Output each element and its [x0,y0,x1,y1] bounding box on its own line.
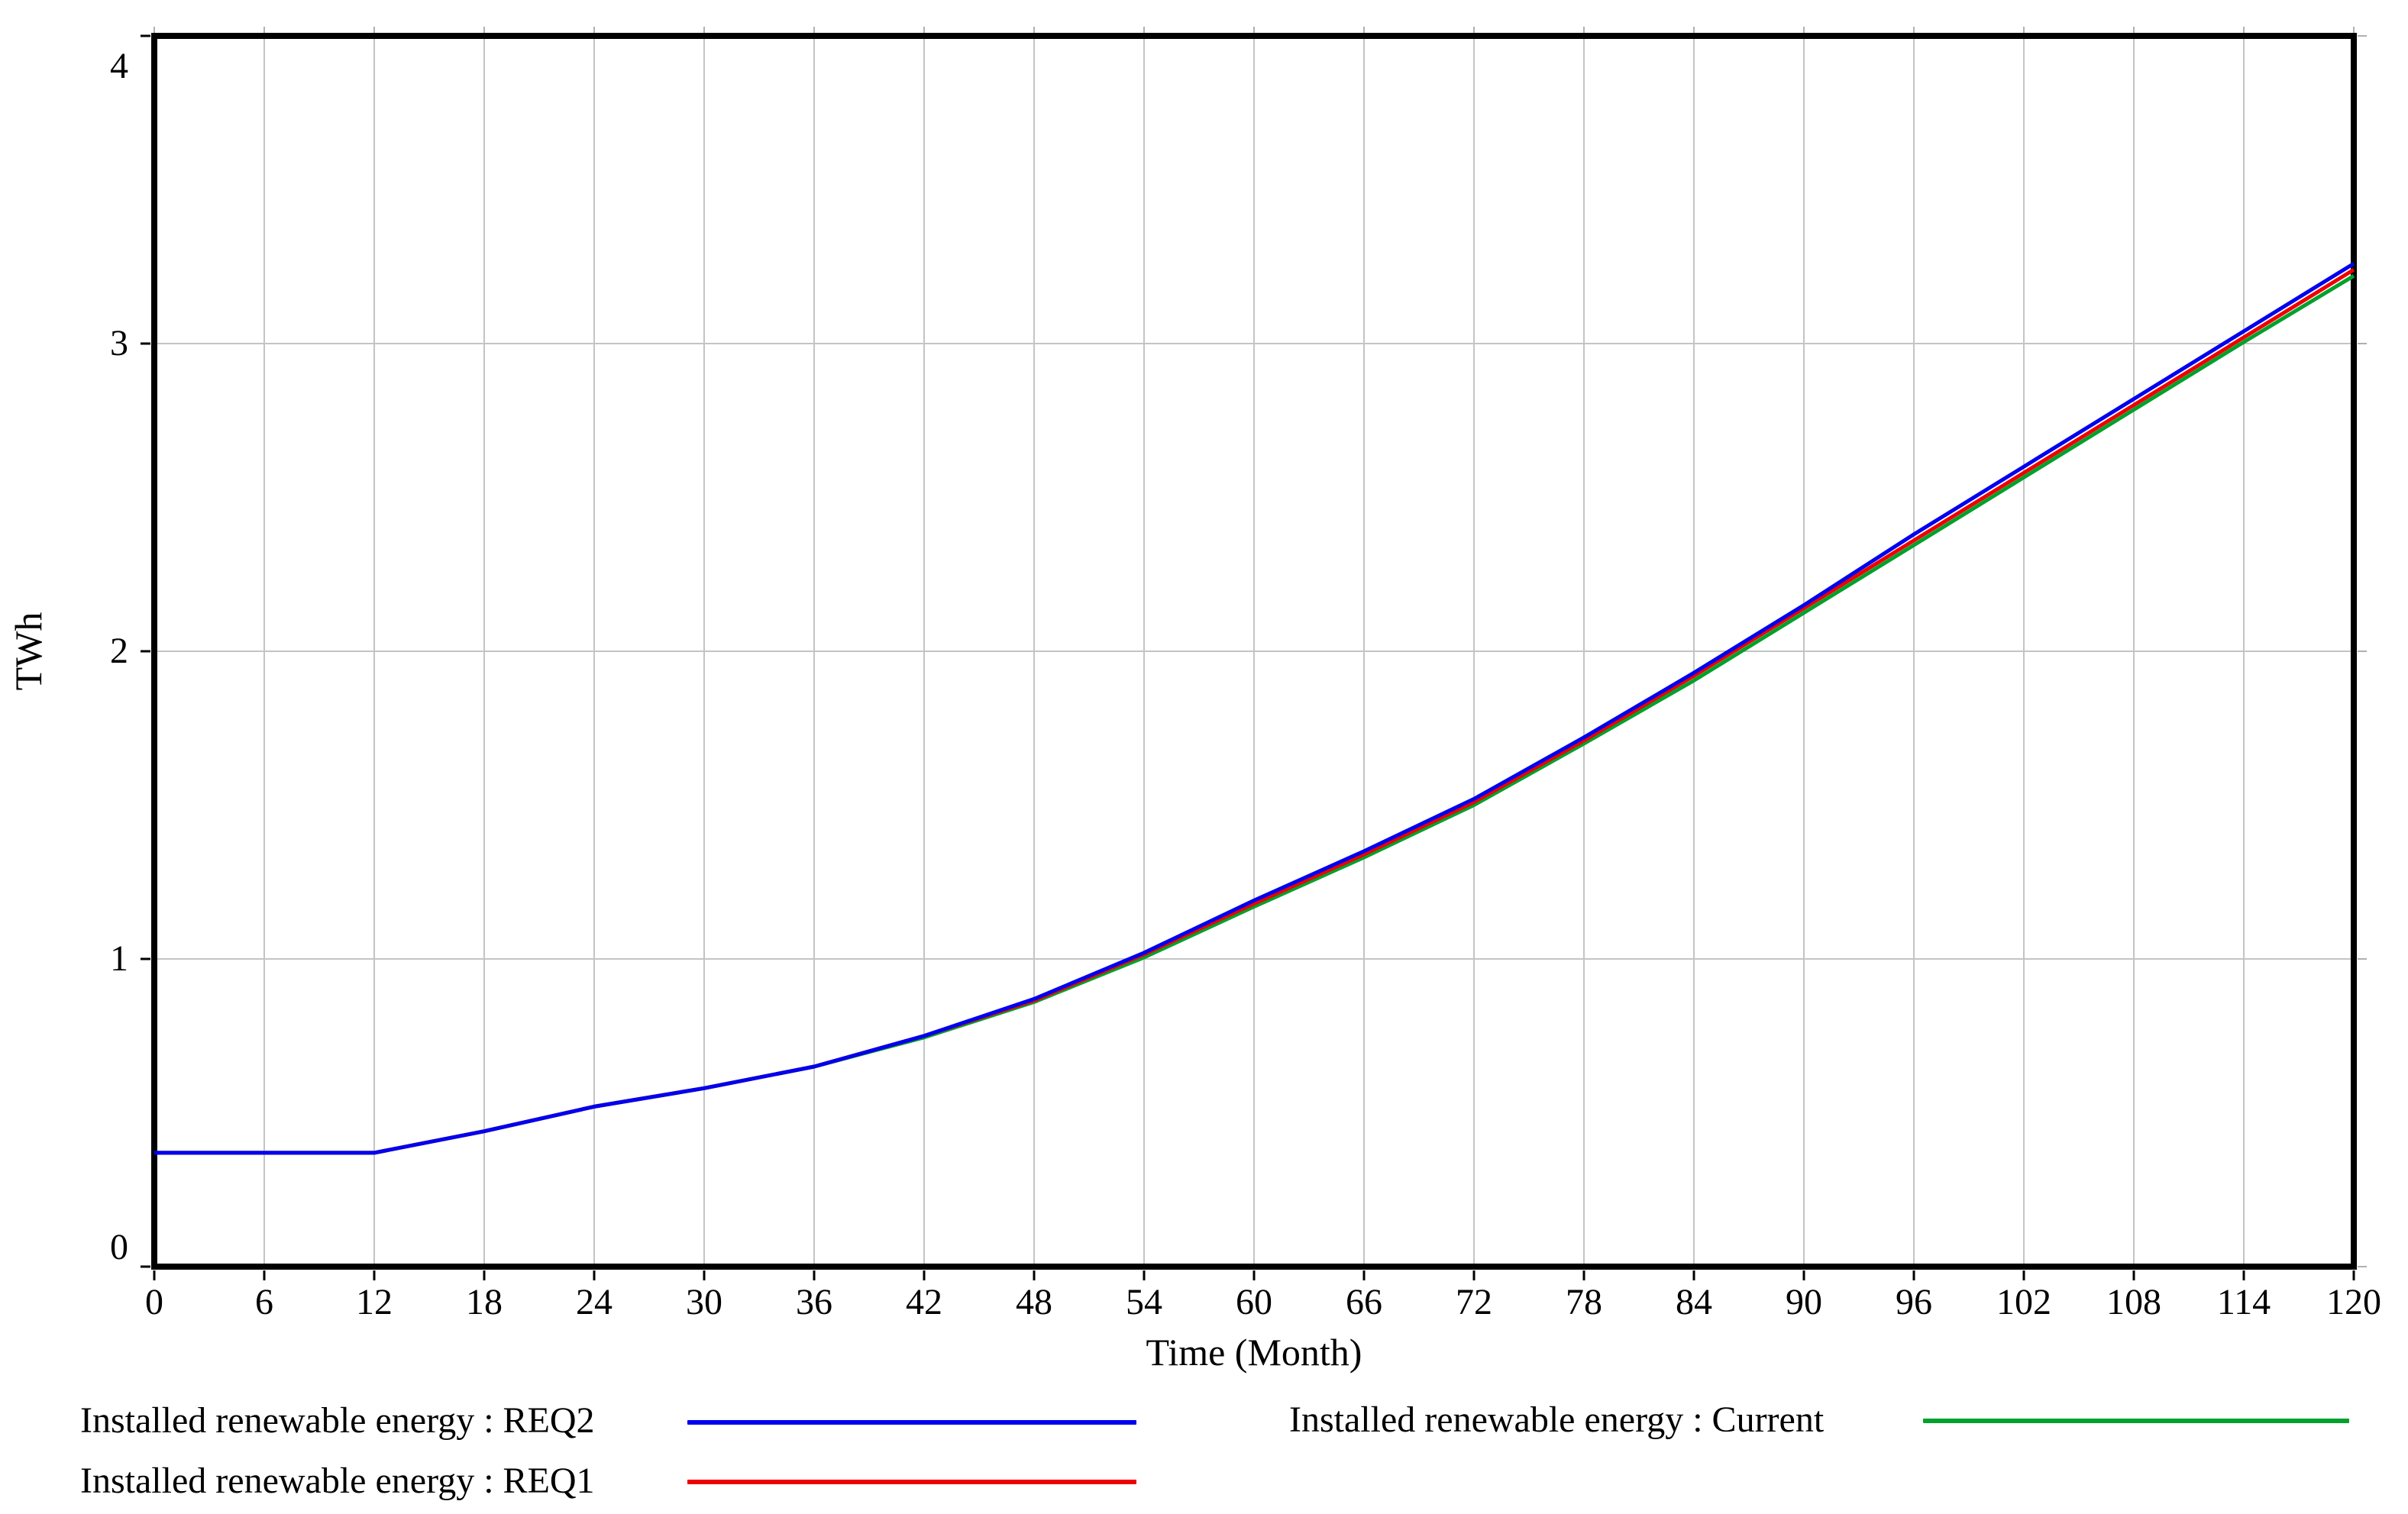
y-tick-label: 0 [110,1227,128,1267]
x-tick-label: 0 [145,1282,163,1322]
x-tick-label: 54 [1126,1282,1162,1322]
x-tick-label: 60 [1236,1282,1272,1322]
y-tick-label: 2 [110,631,128,671]
legend-label-current: Installed renewable energy : Current [1289,1399,1825,1440]
x-tick-label: 108 [2106,1282,2161,1322]
x-axis-title: Time (Month) [1146,1331,1362,1374]
chart-border [151,33,2357,1270]
series-line-req2 [154,262,2355,1155]
x-tick-label: 96 [1896,1282,1932,1322]
x-tick-label: 6 [255,1282,273,1322]
legend-line-swatch-req2 [687,1420,1136,1425]
x-tick-label: 66 [1346,1282,1382,1322]
x-tick-label: 18 [466,1282,503,1322]
y-tick-label: 1 [110,938,128,979]
x-tick-label: 78 [1566,1282,1602,1322]
x-tick-label: 102 [1996,1282,2051,1322]
x-tick-label: 120 [2326,1282,2381,1322]
x-tick-label: 12 [356,1282,393,1322]
x-tick-label: 24 [576,1282,613,1322]
x-tick-label: 90 [1786,1282,1822,1322]
x-tick-label: 114 [2216,1282,2271,1322]
y-axis-title: TWh [7,612,50,691]
x-tick-label: 84 [1676,1282,1712,1322]
x-tick-label: 42 [906,1282,942,1322]
x-tick-label: 36 [796,1282,832,1322]
legend-label-req2: Installed renewable energy : REQ2 [80,1400,595,1441]
y-tick-label: 3 [110,323,128,363]
x-tick-label: 72 [1456,1282,1492,1322]
x-tick-label: 30 [686,1282,722,1322]
legend-label-req1: Installed renewable energy : REQ1 [80,1461,595,1501]
y-tick-label: 4 [110,46,128,86]
x-tick-label: 48 [1016,1282,1052,1322]
legend-line-swatch-req1 [687,1480,1136,1484]
legend-line-swatch-current [1923,1419,2349,1423]
